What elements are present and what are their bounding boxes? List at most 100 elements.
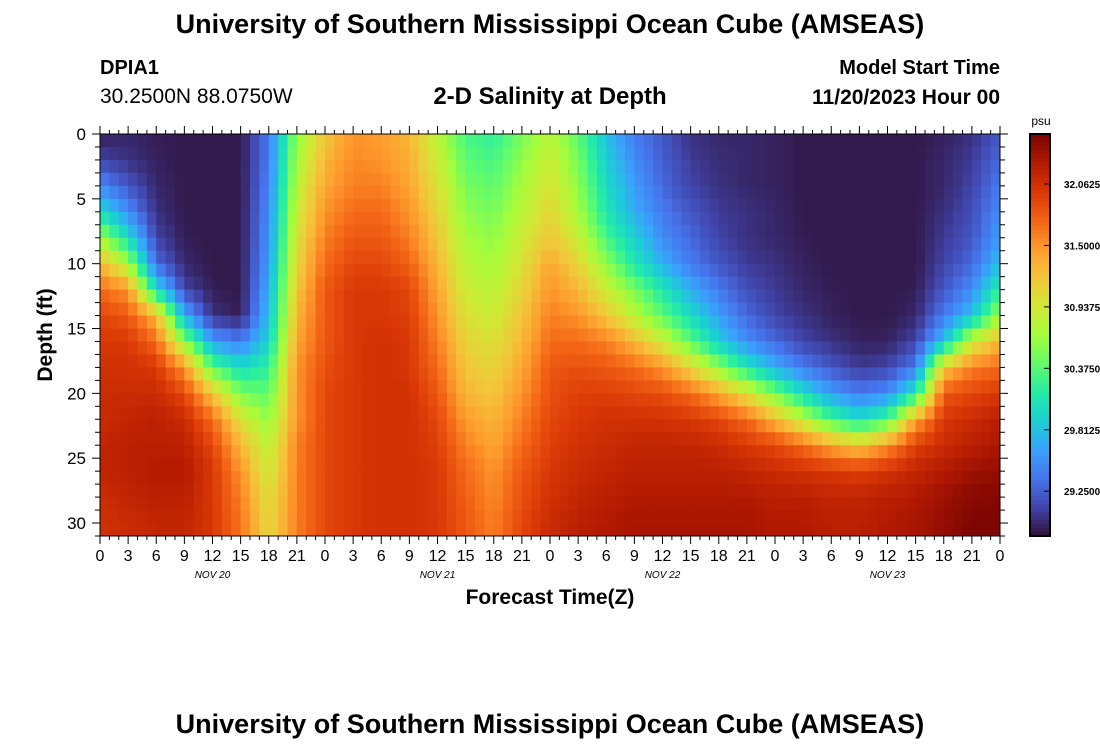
- heatmap-cell: [831, 510, 842, 524]
- heatmap-cell: [709, 302, 720, 317]
- heatmap-cell: [240, 237, 251, 252]
- heatmap-cell: [587, 510, 598, 524]
- heatmap-cell: [709, 497, 720, 511]
- heatmap-cell: [578, 419, 589, 433]
- heatmap-cell: [221, 367, 232, 381]
- heatmap-cell: [268, 146, 279, 161]
- heatmap-cell: [962, 380, 973, 394]
- x-tick-label: 18: [935, 548, 953, 565]
- heatmap-cell: [109, 302, 120, 317]
- heatmap-cell: [737, 198, 748, 213]
- heatmap-cell: [615, 432, 626, 446]
- heatmap-cell: [793, 393, 804, 407]
- heatmap-cell: [906, 302, 917, 317]
- heatmap-cell: [812, 185, 823, 200]
- heatmap-cell: [887, 198, 898, 213]
- heatmap-cell: [212, 484, 223, 498]
- heatmap-cell: [559, 484, 570, 498]
- heatmap-cell: [175, 134, 185, 148]
- heatmap-cell: [953, 172, 964, 187]
- heatmap-cell: [756, 367, 767, 381]
- heatmap-cell: [531, 250, 542, 265]
- colorbar-segment: [1030, 186, 1050, 191]
- heatmap-cell: [550, 419, 560, 433]
- heatmap-cell: [446, 354, 457, 369]
- heatmap-cell: [906, 172, 917, 187]
- heatmap-cell: [831, 302, 842, 317]
- heatmap-cell: [831, 497, 842, 511]
- heatmap-cell: [943, 224, 954, 239]
- heatmap-cell: [493, 484, 504, 498]
- heatmap-cell: [231, 185, 242, 200]
- heatmap-cell: [690, 146, 701, 161]
- heatmap-cell: [250, 458, 260, 472]
- heatmap-cell: [475, 289, 485, 304]
- heatmap-cell: [709, 341, 720, 356]
- heatmap-cell: [493, 367, 504, 381]
- heatmap-cell: [981, 328, 992, 343]
- heatmap-cell: [400, 406, 410, 420]
- heatmap-cell: [343, 315, 354, 330]
- heatmap-cell: [231, 224, 242, 239]
- heatmap-cell: [446, 523, 457, 536]
- heatmap-cell: [512, 484, 523, 498]
- heatmap-cell: [175, 523, 185, 536]
- heatmap-cell: [681, 471, 692, 485]
- heatmap-cell: [540, 237, 551, 252]
- heatmap-cell: [990, 134, 1000, 148]
- heatmap-cell: [765, 237, 776, 252]
- heatmap-cell: [531, 354, 542, 369]
- heatmap-cell: [615, 211, 626, 226]
- heatmap-cell: [821, 367, 832, 381]
- heatmap-cell: [690, 406, 701, 420]
- heatmap-cell: [671, 367, 682, 381]
- heatmap-cell: [137, 328, 148, 343]
- heatmap-cell: [381, 354, 392, 369]
- heatmap-cell: [746, 445, 757, 459]
- heatmap-cell: [934, 510, 945, 524]
- heatmap-cell: [231, 393, 242, 407]
- colorbar-segment: [1030, 395, 1050, 400]
- heatmap-cell: [390, 497, 401, 511]
- heatmap-cell: [362, 419, 373, 433]
- heatmap-cell: [943, 354, 954, 369]
- heatmap-cell: [606, 367, 617, 381]
- heatmap-cell: [325, 146, 335, 161]
- heatmap-cell: [559, 315, 570, 330]
- heatmap-cell: [934, 432, 945, 446]
- heatmap-cell: [343, 432, 354, 446]
- heatmap-cell: [596, 432, 607, 446]
- heatmap-cell: [587, 497, 598, 511]
- heatmap-cell: [728, 172, 739, 187]
- heatmap-cell: [606, 380, 617, 394]
- heatmap-cell: [334, 406, 345, 420]
- heatmap-cell: [962, 367, 973, 381]
- heatmap-cell: [493, 134, 504, 148]
- heatmap-cell: [765, 432, 776, 446]
- heatmap-cell: [334, 302, 345, 317]
- heatmap-cell: [568, 250, 579, 265]
- heatmap-cell: [390, 172, 401, 187]
- heatmap-cell: [212, 419, 223, 433]
- heatmap-cell: [428, 445, 439, 459]
- heatmap-cell: [268, 224, 279, 239]
- heatmap-cell: [250, 134, 260, 148]
- heatmap-cell: [118, 406, 129, 420]
- heatmap-cell: [962, 497, 973, 511]
- heatmap-cell: [550, 146, 560, 161]
- heatmap-cell: [971, 237, 982, 252]
- heatmap-cell: [671, 185, 682, 200]
- heatmap-cell: [221, 159, 232, 174]
- heatmap-cell: [203, 159, 214, 174]
- heatmap-cell: [690, 432, 701, 446]
- heatmap-cell: [981, 224, 992, 239]
- colorbar-segment: [1030, 202, 1050, 207]
- heatmap-cell: [334, 172, 345, 187]
- heatmap-cell: [728, 276, 739, 291]
- heatmap-cell: [371, 237, 382, 252]
- heatmap-cell: [240, 328, 251, 343]
- heatmap-cell: [690, 134, 701, 148]
- heatmap-cell: [456, 497, 467, 511]
- heatmap-cell: [615, 341, 626, 356]
- heatmap-cell: [803, 237, 814, 252]
